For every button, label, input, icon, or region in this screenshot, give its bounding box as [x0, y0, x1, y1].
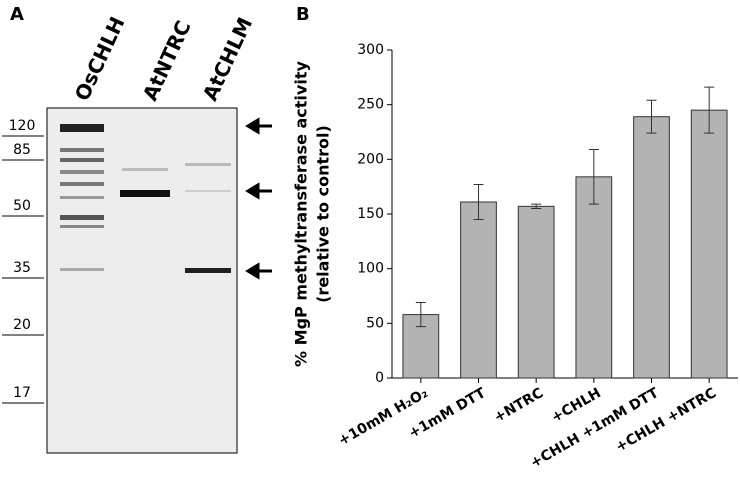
y-tick-label: 150 [357, 206, 384, 222]
panel-label: A [10, 4, 24, 25]
y-tick-label: 50 [366, 315, 384, 331]
bar [575, 176, 613, 379]
arrows [245, 117, 272, 280]
marker-label: 85 [13, 142, 31, 158]
y-tick-label: 100 [357, 261, 384, 277]
gel-image [46, 107, 238, 454]
bar [690, 109, 728, 379]
marker-label: 35 [13, 260, 31, 276]
x-tick-label: +CHLH +NTRC [613, 385, 719, 456]
bar [517, 205, 555, 379]
marker-label: 20 [13, 317, 31, 333]
lane-label: AtCHLM [198, 14, 257, 105]
error-bar [646, 99, 657, 134]
y-axis-label: (relative to control) [314, 125, 333, 303]
y-tick-label: 300 [357, 42, 384, 58]
bar [460, 201, 497, 379]
y-tick-label: 200 [357, 151, 384, 167]
error-bar [415, 302, 426, 328]
error-bar [531, 203, 542, 210]
marker-label: 120 [9, 118, 36, 134]
panel-label: B [296, 4, 310, 25]
marker-label: 50 [13, 198, 31, 214]
lane-label: OsCHLH [70, 13, 130, 105]
error-bar [473, 183, 484, 220]
x-tick-label: +NTRC [491, 385, 546, 426]
marker-label: 17 [13, 385, 31, 401]
error-bar [704, 86, 715, 134]
error-bar [588, 148, 599, 205]
y-axis-label: % MgP methyltransferase activity [292, 61, 311, 367]
y-tick-label: 0 [375, 370, 384, 386]
bar [633, 116, 670, 379]
y-tick-label: 250 [357, 97, 384, 113]
lane-label: AtNTRC [138, 17, 196, 105]
